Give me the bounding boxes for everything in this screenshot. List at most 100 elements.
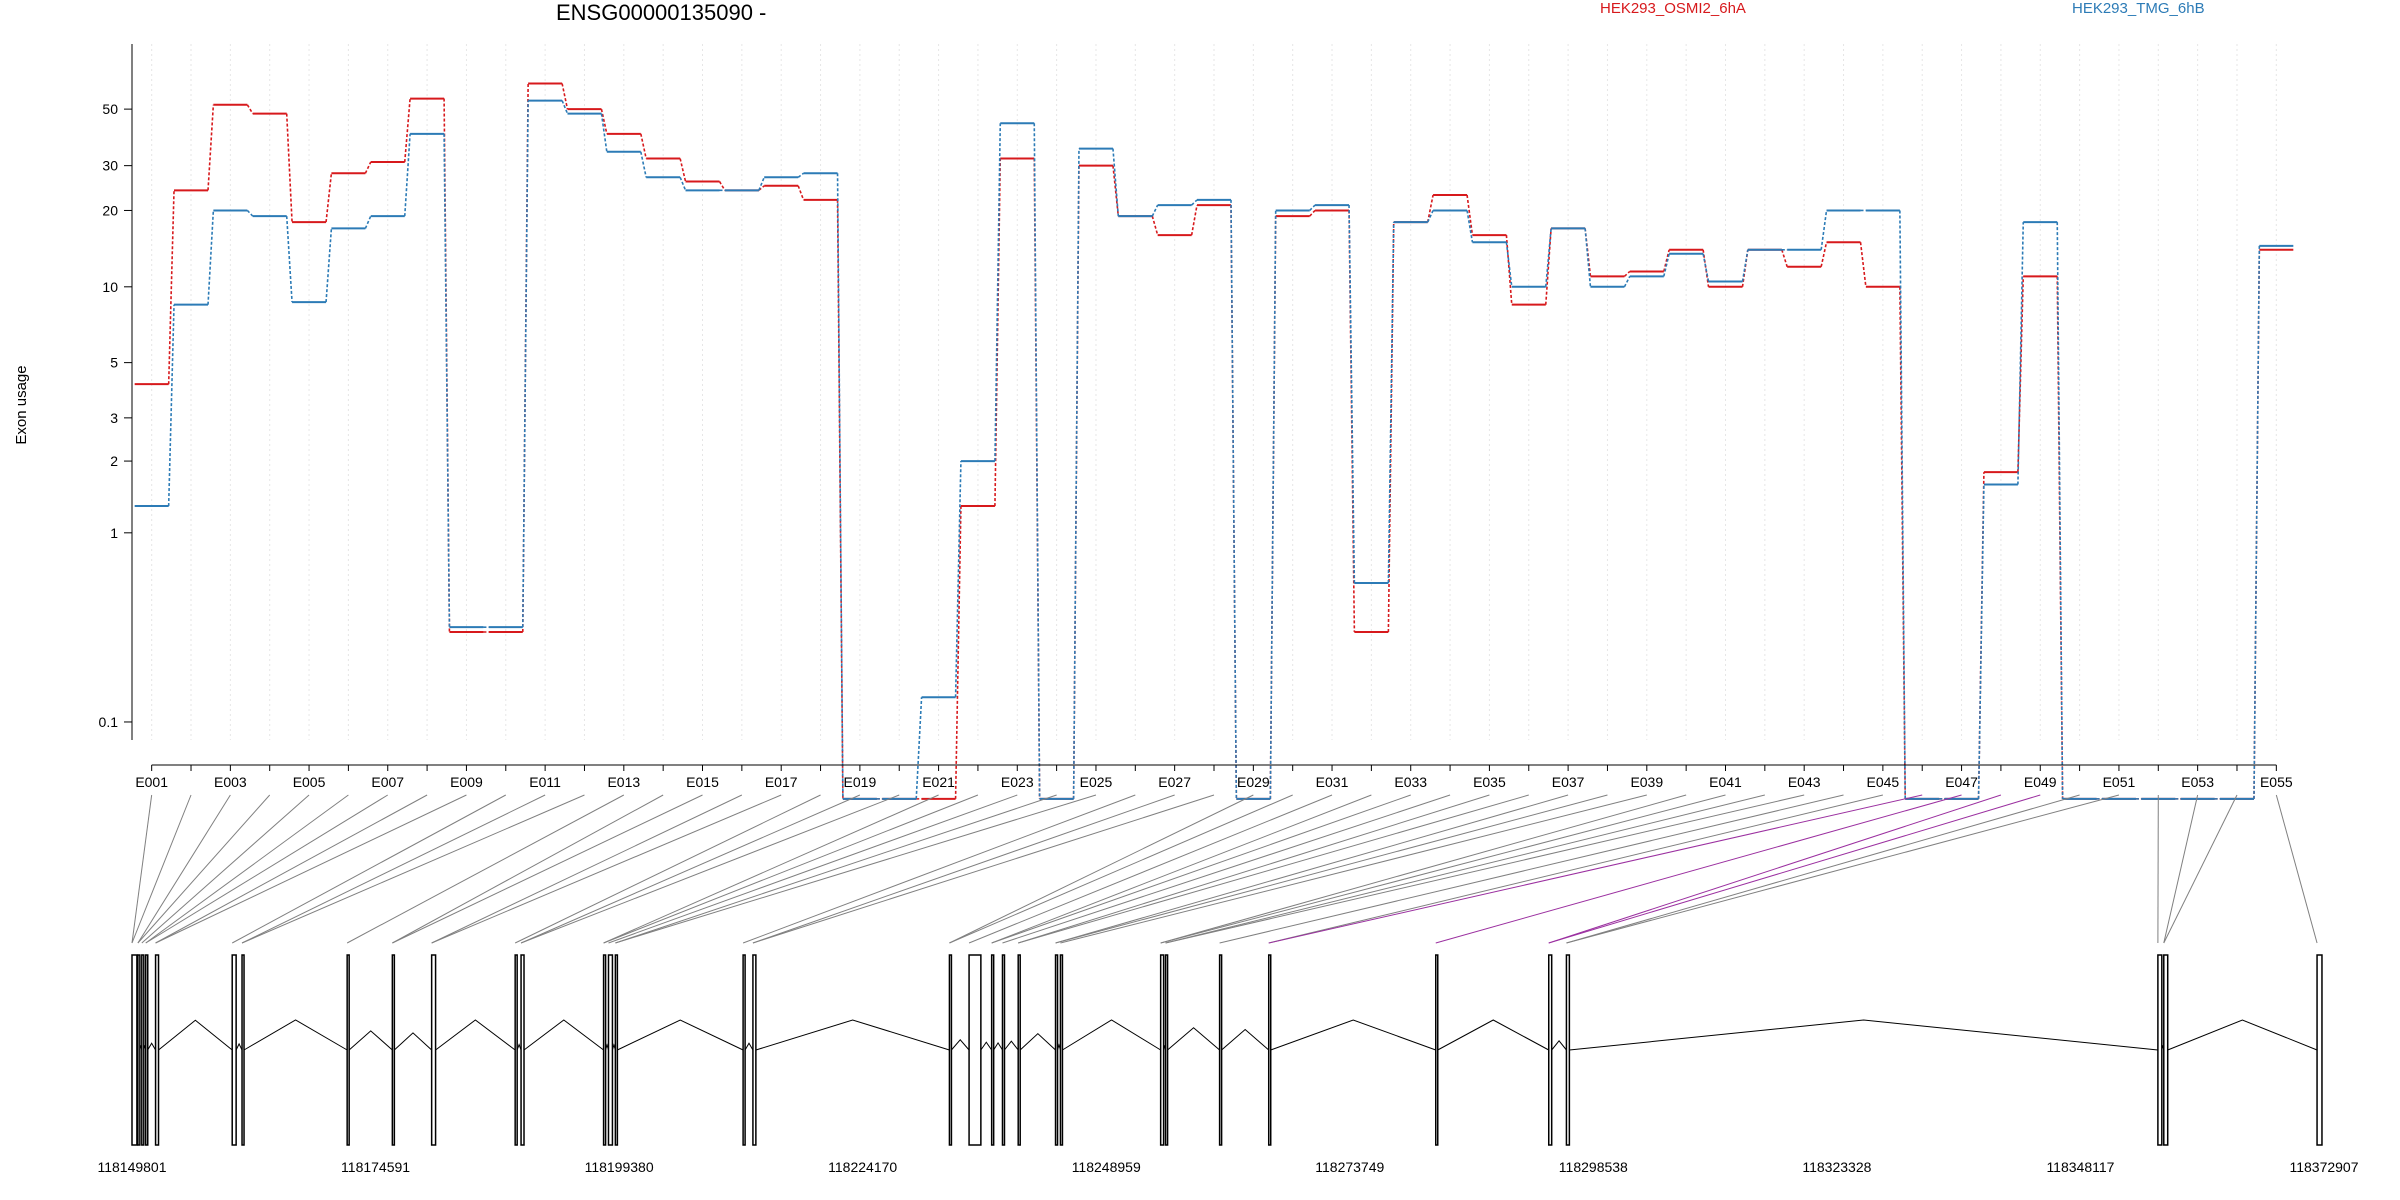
mapping-line-e014	[392, 794, 664, 944]
x-tick-label-e027: E027	[1158, 774, 1191, 790]
x-tick-label-e011: E011	[529, 774, 561, 790]
exon-box	[1054, 954, 1059, 1146]
x-tick-label-e035: E035	[1473, 774, 1506, 790]
mapping-line-e007	[145, 794, 389, 944]
exon-box	[144, 954, 149, 1146]
intron-connector	[617, 1019, 744, 1051]
x-tick-label-e037: E037	[1552, 774, 1585, 790]
intron-connector	[2167, 1019, 2318, 1051]
mapping-line-e032	[991, 794, 1372, 944]
x-tick-label-e017: E017	[765, 774, 798, 790]
x-tick-label-e009: E009	[450, 774, 483, 790]
intron-connector	[1270, 1019, 1436, 1051]
exon-box	[948, 954, 953, 1146]
x-tick-label-e043: E043	[1788, 774, 1821, 790]
mapping-line-e039	[1060, 794, 1647, 944]
exon-box	[231, 954, 237, 1146]
intron-connector	[951, 1039, 970, 1051]
intron-connector	[435, 1019, 516, 1051]
mapping-line-e009	[155, 794, 467, 944]
mapping-line-e006	[145, 794, 349, 944]
genomic-coordinate-label: 118149801	[97, 1159, 166, 1175]
x-tick-label-e053: E053	[2181, 774, 2214, 790]
intron-connector	[1019, 1032, 1056, 1051]
exon-box	[391, 954, 396, 1146]
intron-connector	[139, 1045, 143, 1051]
mapping-line-e015	[392, 794, 703, 944]
exon-box	[602, 954, 607, 1146]
mapping-line-e053	[2163, 794, 2199, 944]
mapping-line-e029	[949, 794, 1254, 944]
exon-box	[1059, 954, 1064, 1146]
legend-item-series-2: HEK293_TMG_6hB	[2072, 0, 2205, 17]
mapping-line-e026	[742, 794, 1136, 944]
intron-connector	[147, 1042, 157, 1051]
exon-box	[154, 954, 160, 1146]
mapping-line-e005	[141, 794, 310, 944]
x-tick-label-e041: E041	[1709, 774, 1742, 790]
exon-box	[1164, 954, 1169, 1146]
mapping-line-e024	[615, 794, 1057, 944]
exon-box	[1565, 954, 1571, 1146]
mapping-line-e022	[603, 794, 979, 944]
mapping-line-e048	[1548, 794, 2002, 944]
intron-connector	[1437, 1019, 1549, 1051]
x-tick-label-e031: E031	[1316, 774, 1349, 790]
mapping-line-e047	[1435, 794, 1962, 944]
mapping-line-e041	[1160, 794, 1726, 944]
x-tick-label-e005: E005	[293, 774, 326, 790]
mapping-line-e054	[2163, 794, 2238, 944]
y-tick-label: 3	[110, 410, 118, 426]
mapping-line-e021	[603, 794, 939, 944]
x-tick-label-e013: E013	[607, 774, 640, 790]
mapping-line-e035	[1018, 794, 1490, 944]
intron-connector	[755, 1019, 950, 1051]
exon-box	[520, 954, 525, 1146]
mapping-line-e008	[155, 794, 428, 944]
mapping-line-e018	[514, 794, 821, 944]
mapping-line-e045	[1268, 794, 1883, 944]
y-tick-label: 10	[102, 279, 118, 295]
genomic-coordinate-label: 118298538	[1559, 1159, 1628, 1175]
x-tick-label-e051: E051	[2103, 774, 2136, 790]
x-tick-label-e003: E003	[214, 774, 247, 790]
y-tick-label: 0.1	[99, 714, 119, 730]
exon-box	[1159, 954, 1165, 1146]
mapping-line-e040	[1160, 794, 1687, 944]
intron-connector	[523, 1019, 604, 1051]
mapping-line-e020	[520, 794, 900, 944]
exon-box	[990, 954, 995, 1146]
exon-box	[614, 954, 619, 1146]
intron-connector	[1057, 1043, 1061, 1051]
mapping-line-e023	[608, 794, 1018, 944]
exon-box	[141, 954, 145, 1146]
genomic-coordinate-label: 118323328	[1802, 1159, 1871, 1175]
exon-box	[346, 954, 350, 1146]
intron-connector	[605, 1043, 609, 1051]
intron-connector	[611, 1043, 616, 1051]
mapping-line-e051	[1566, 794, 2120, 944]
genomic-coordinate-label: 118273749	[1315, 1159, 1384, 1175]
x-tick-label-e019: E019	[844, 774, 877, 790]
intron-connector	[1569, 1019, 2158, 1051]
mapping-line-e042	[1165, 794, 1765, 944]
intron-connector	[1551, 1040, 1567, 1051]
exon-box	[514, 954, 518, 1146]
mapping-line-e044	[1219, 794, 1844, 944]
mapping-line-e002	[131, 794, 192, 944]
mapping-line-e027	[752, 794, 1175, 944]
genomic-coordinate-label: 118199380	[585, 1159, 654, 1175]
x-tick-label-e033: E033	[1394, 774, 1427, 790]
genomic-coordinate-label: 118248959	[1072, 1159, 1141, 1175]
mapping-line-e016	[431, 794, 743, 944]
mapping-line-e011	[241, 794, 546, 944]
x-tick-label-e023: E023	[1001, 774, 1034, 790]
intron-connector	[1062, 1019, 1161, 1051]
intron-connector	[143, 1045, 147, 1051]
intron-connector	[744, 1042, 754, 1051]
mapping-line-e019	[520, 794, 861, 944]
y-tick-label: 20	[102, 202, 118, 218]
exon-box	[131, 954, 138, 1146]
mapping-line-e034	[1002, 794, 1451, 944]
